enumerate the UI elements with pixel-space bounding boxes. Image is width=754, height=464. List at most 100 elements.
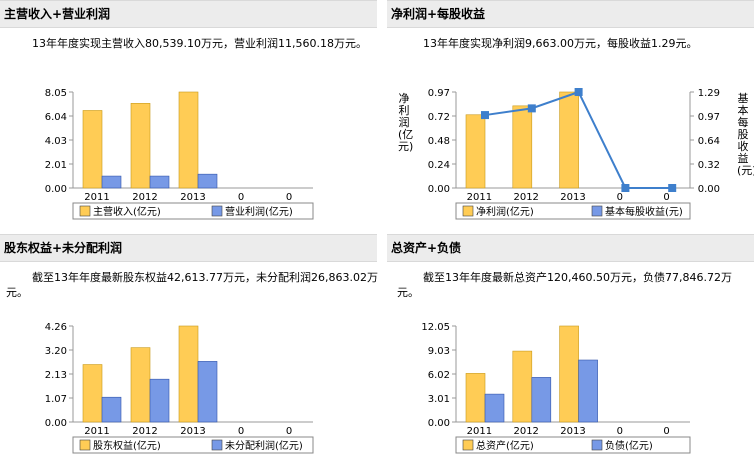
y-tick-label: 9.03 (428, 346, 450, 357)
x-tick-label: 0 (663, 192, 669, 203)
bar (512, 350, 533, 423)
panel-title: 股东权益+未分配利润 (0, 234, 377, 262)
x-tick-label: 0 (617, 192, 623, 203)
y-tick-label: 2.01 (45, 160, 67, 171)
legend-swatch (591, 439, 603, 451)
x-tick-label: 0 (286, 426, 292, 437)
y-tick-label: 3.20 (45, 346, 67, 357)
y-tick-label: 0.72 (428, 112, 450, 123)
legend-label: 总资产(亿元) (476, 439, 534, 452)
x-tick-label: 0 (238, 426, 244, 437)
panel-title: 净利润+每股收益 (387, 0, 754, 28)
eps-point (668, 184, 677, 192)
panel-description: 截至13年年度最新股东权益42,613.77万元，未分配利润26,863.02万… (6, 271, 378, 299)
bar (130, 347, 151, 423)
legend-label: 基本每股收益(元) (605, 205, 683, 218)
legend-label: 负债(亿元) (605, 439, 653, 452)
y-tick-label: 0.97 (428, 88, 450, 99)
legend-label: 主营收入(亿元) (93, 205, 161, 218)
x-tick-label: 2011 (467, 426, 492, 437)
chart-assets-liabilities: 0.00 3.01 6.02 9.03 12.05 2011 2012 2013 0 0 总资产(亿… (421, 322, 691, 454)
bar (101, 175, 122, 189)
x-tick-label: 2012 (132, 192, 157, 203)
eps-point (574, 88, 583, 96)
legend-label: 未分配利润(亿元) (225, 439, 303, 452)
y-tick-label: 0.00 (45, 418, 67, 429)
x-tick-label: 0 (286, 192, 292, 203)
panel-assets-liabilities: 总资产+负债 截至13年年度最新总资产120,460.50万元，负债77,846… (387, 234, 754, 464)
y-axis-left-label: 净利润(亿元) (398, 92, 414, 153)
bar (178, 91, 199, 189)
legend-swatch (79, 439, 91, 451)
panel-title: 主营收入+营业利润 (0, 0, 377, 28)
y-tick-label-right: 0.00 (698, 184, 720, 195)
y-tick-label: 8.05 (45, 88, 67, 99)
x-tick-label: 2012 (513, 192, 538, 203)
chart-netprofit-eps: 0.00 0.24 0.48 0.72 0.97 0.00 0.32 0.64 0.97 1.29… (428, 88, 720, 220)
bar (465, 373, 486, 423)
legend-box (72, 202, 314, 220)
bar (101, 396, 122, 423)
x-tick-label: 2012 (132, 426, 157, 437)
bar (559, 91, 579, 189)
legend-label: 净利润(亿元) (476, 205, 534, 218)
y-tick-label: 6.04 (45, 112, 67, 123)
panel-revenue-profit: 主营收入+营业利润 13年年度实现主营收入80,539.10万元，营业利润11,… (0, 0, 377, 230)
legend-swatch (591, 205, 603, 217)
x-tick-label: 0 (617, 426, 623, 437)
x-tick-label: 0 (238, 192, 244, 203)
panel-netprofit-eps: 净利润+每股收益 13年年度实现净利润9,663.00万元，每股收益1.29元。… (387, 0, 754, 230)
bar (531, 377, 552, 423)
eps-point (621, 184, 630, 192)
legend-box (455, 436, 691, 454)
legend-box (455, 202, 691, 220)
bar (149, 378, 170, 423)
legend-box (72, 436, 314, 454)
y-tick-label: 12.05 (421, 322, 450, 333)
y-tick-label-right: 0.64 (698, 136, 720, 147)
bar (130, 103, 151, 189)
legend-swatch (211, 205, 223, 217)
x-tick-label: 0 (663, 426, 669, 437)
legend-swatch (462, 439, 474, 451)
y-tick-label: 1.07 (45, 394, 67, 405)
y-tick-label-right: 1.29 (698, 88, 720, 99)
bar (178, 325, 199, 423)
bar (465, 114, 486, 189)
bar (512, 105, 533, 189)
bar (149, 175, 170, 189)
x-tick-label: 2011 (84, 426, 109, 437)
chart-revenue-profit: 0.00 2.01 4.03 6.04 8.05 2011 2012 2013 0 0 主营收入(亿… (45, 88, 314, 220)
bar (484, 393, 505, 423)
y-tick-label: 0.00 (45, 184, 67, 195)
legend-swatch (79, 205, 91, 217)
y-tick-label: 0.00 (428, 418, 450, 429)
legend-swatch (211, 439, 223, 451)
eps-point (527, 104, 536, 113)
y-tick-label: 0.24 (428, 160, 450, 171)
y-tick-label-right: 0.32 (698, 160, 720, 171)
bar (578, 359, 598, 423)
x-tick-label: 2013 (560, 192, 585, 203)
panel-title: 总资产+负债 (387, 234, 754, 262)
y-tick-label: 2.13 (45, 370, 67, 381)
legend-swatch (462, 205, 474, 217)
eps-point (481, 111, 489, 120)
y-tick-label: 4.03 (45, 136, 67, 147)
panel-description: 13年年度实现净利润9,663.00万元，每股收益1.29元。 (423, 37, 698, 50)
x-tick-label: 2013 (560, 426, 585, 437)
y-tick-label: 0.00 (428, 184, 450, 195)
legend-label: 股东权益(亿元) (93, 439, 161, 452)
chart-equity-retained: 0.00 1.07 2.13 3.20 4.26 2011 2012 2013 0 0 股东权益(亿… (45, 322, 314, 454)
y-tick-label: 6.02 (428, 370, 450, 381)
x-tick-label: 2011 (467, 192, 492, 203)
y-tick-label-right: 0.97 (698, 112, 720, 123)
panel-equity-retained: 股东权益+未分配利润 截至13年年度最新股东权益42,613.77万元，未分配利… (0, 234, 378, 464)
bar (197, 173, 218, 189)
y-tick-label: 0.48 (428, 136, 450, 147)
y-tick-label: 3.01 (428, 394, 450, 405)
y-tick-label: 4.26 (45, 322, 67, 333)
bar (197, 361, 218, 423)
legend-label: 营业利润(亿元) (225, 205, 293, 218)
x-tick-label: 2013 (180, 192, 205, 203)
